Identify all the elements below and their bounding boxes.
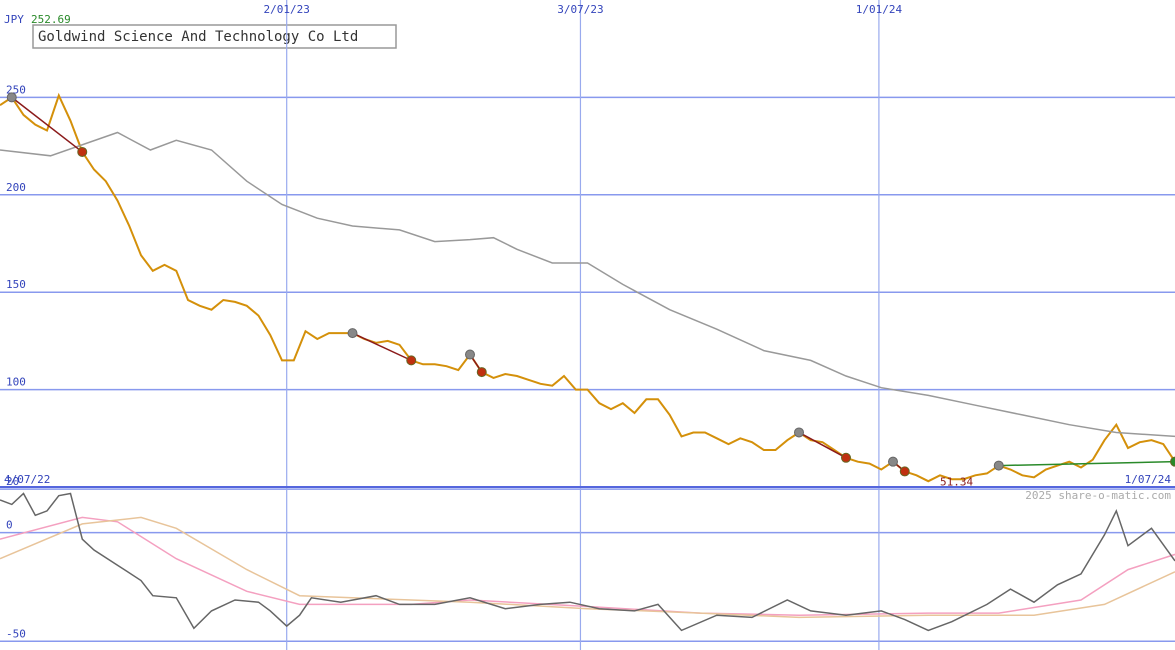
source: 2025 share-o-matic.com — [1025, 489, 1171, 502]
y-tick-label: 0 — [6, 519, 13, 532]
signal-line — [798, 431, 847, 459]
currency: JPY — [4, 13, 24, 26]
signal-end — [1170, 456, 1175, 467]
series-line — [0, 492, 1175, 632]
y-tick-label: 200 — [6, 181, 26, 194]
signal-end — [476, 367, 487, 378]
signal-start — [888, 456, 898, 467]
signal-line — [352, 332, 412, 362]
x-tick-label: 4/07/22 — [4, 473, 50, 486]
x-tick-label: 3/07/23 — [557, 3, 603, 16]
chart-title: Goldwind Science And Technology Co Ltd — [38, 29, 358, 45]
series-line — [0, 92, 1175, 483]
last-value: 252.69 — [31, 13, 71, 26]
series-line — [0, 516, 1175, 616]
signal-line — [11, 96, 83, 153]
series-line — [0, 131, 1175, 438]
signal-start — [794, 427, 804, 438]
x-tick-label: 1/01/24 — [856, 3, 903, 16]
signal-start — [993, 460, 1004, 471]
x-tick-label: 1/07/24 — [1125, 473, 1172, 486]
title-box — [32, 24, 397, 49]
y-tick-label: 100 — [6, 376, 26, 389]
x-tick-label: 2/01/23 — [264, 3, 310, 16]
signal-end — [899, 466, 910, 477]
signal-end — [77, 146, 88, 157]
y-tick-label: 20 — [6, 475, 19, 488]
signal-start — [465, 349, 475, 360]
signal-start — [6, 92, 17, 103]
y-tick-label: -50 — [6, 627, 26, 640]
signal-line — [998, 460, 1175, 467]
signal-end — [841, 452, 851, 463]
signal-start — [347, 328, 358, 339]
min-label: 51.34 — [940, 475, 973, 488]
y-tick-label: 150 — [6, 278, 26, 291]
series-line — [0, 516, 1175, 619]
signal-end — [406, 355, 417, 366]
